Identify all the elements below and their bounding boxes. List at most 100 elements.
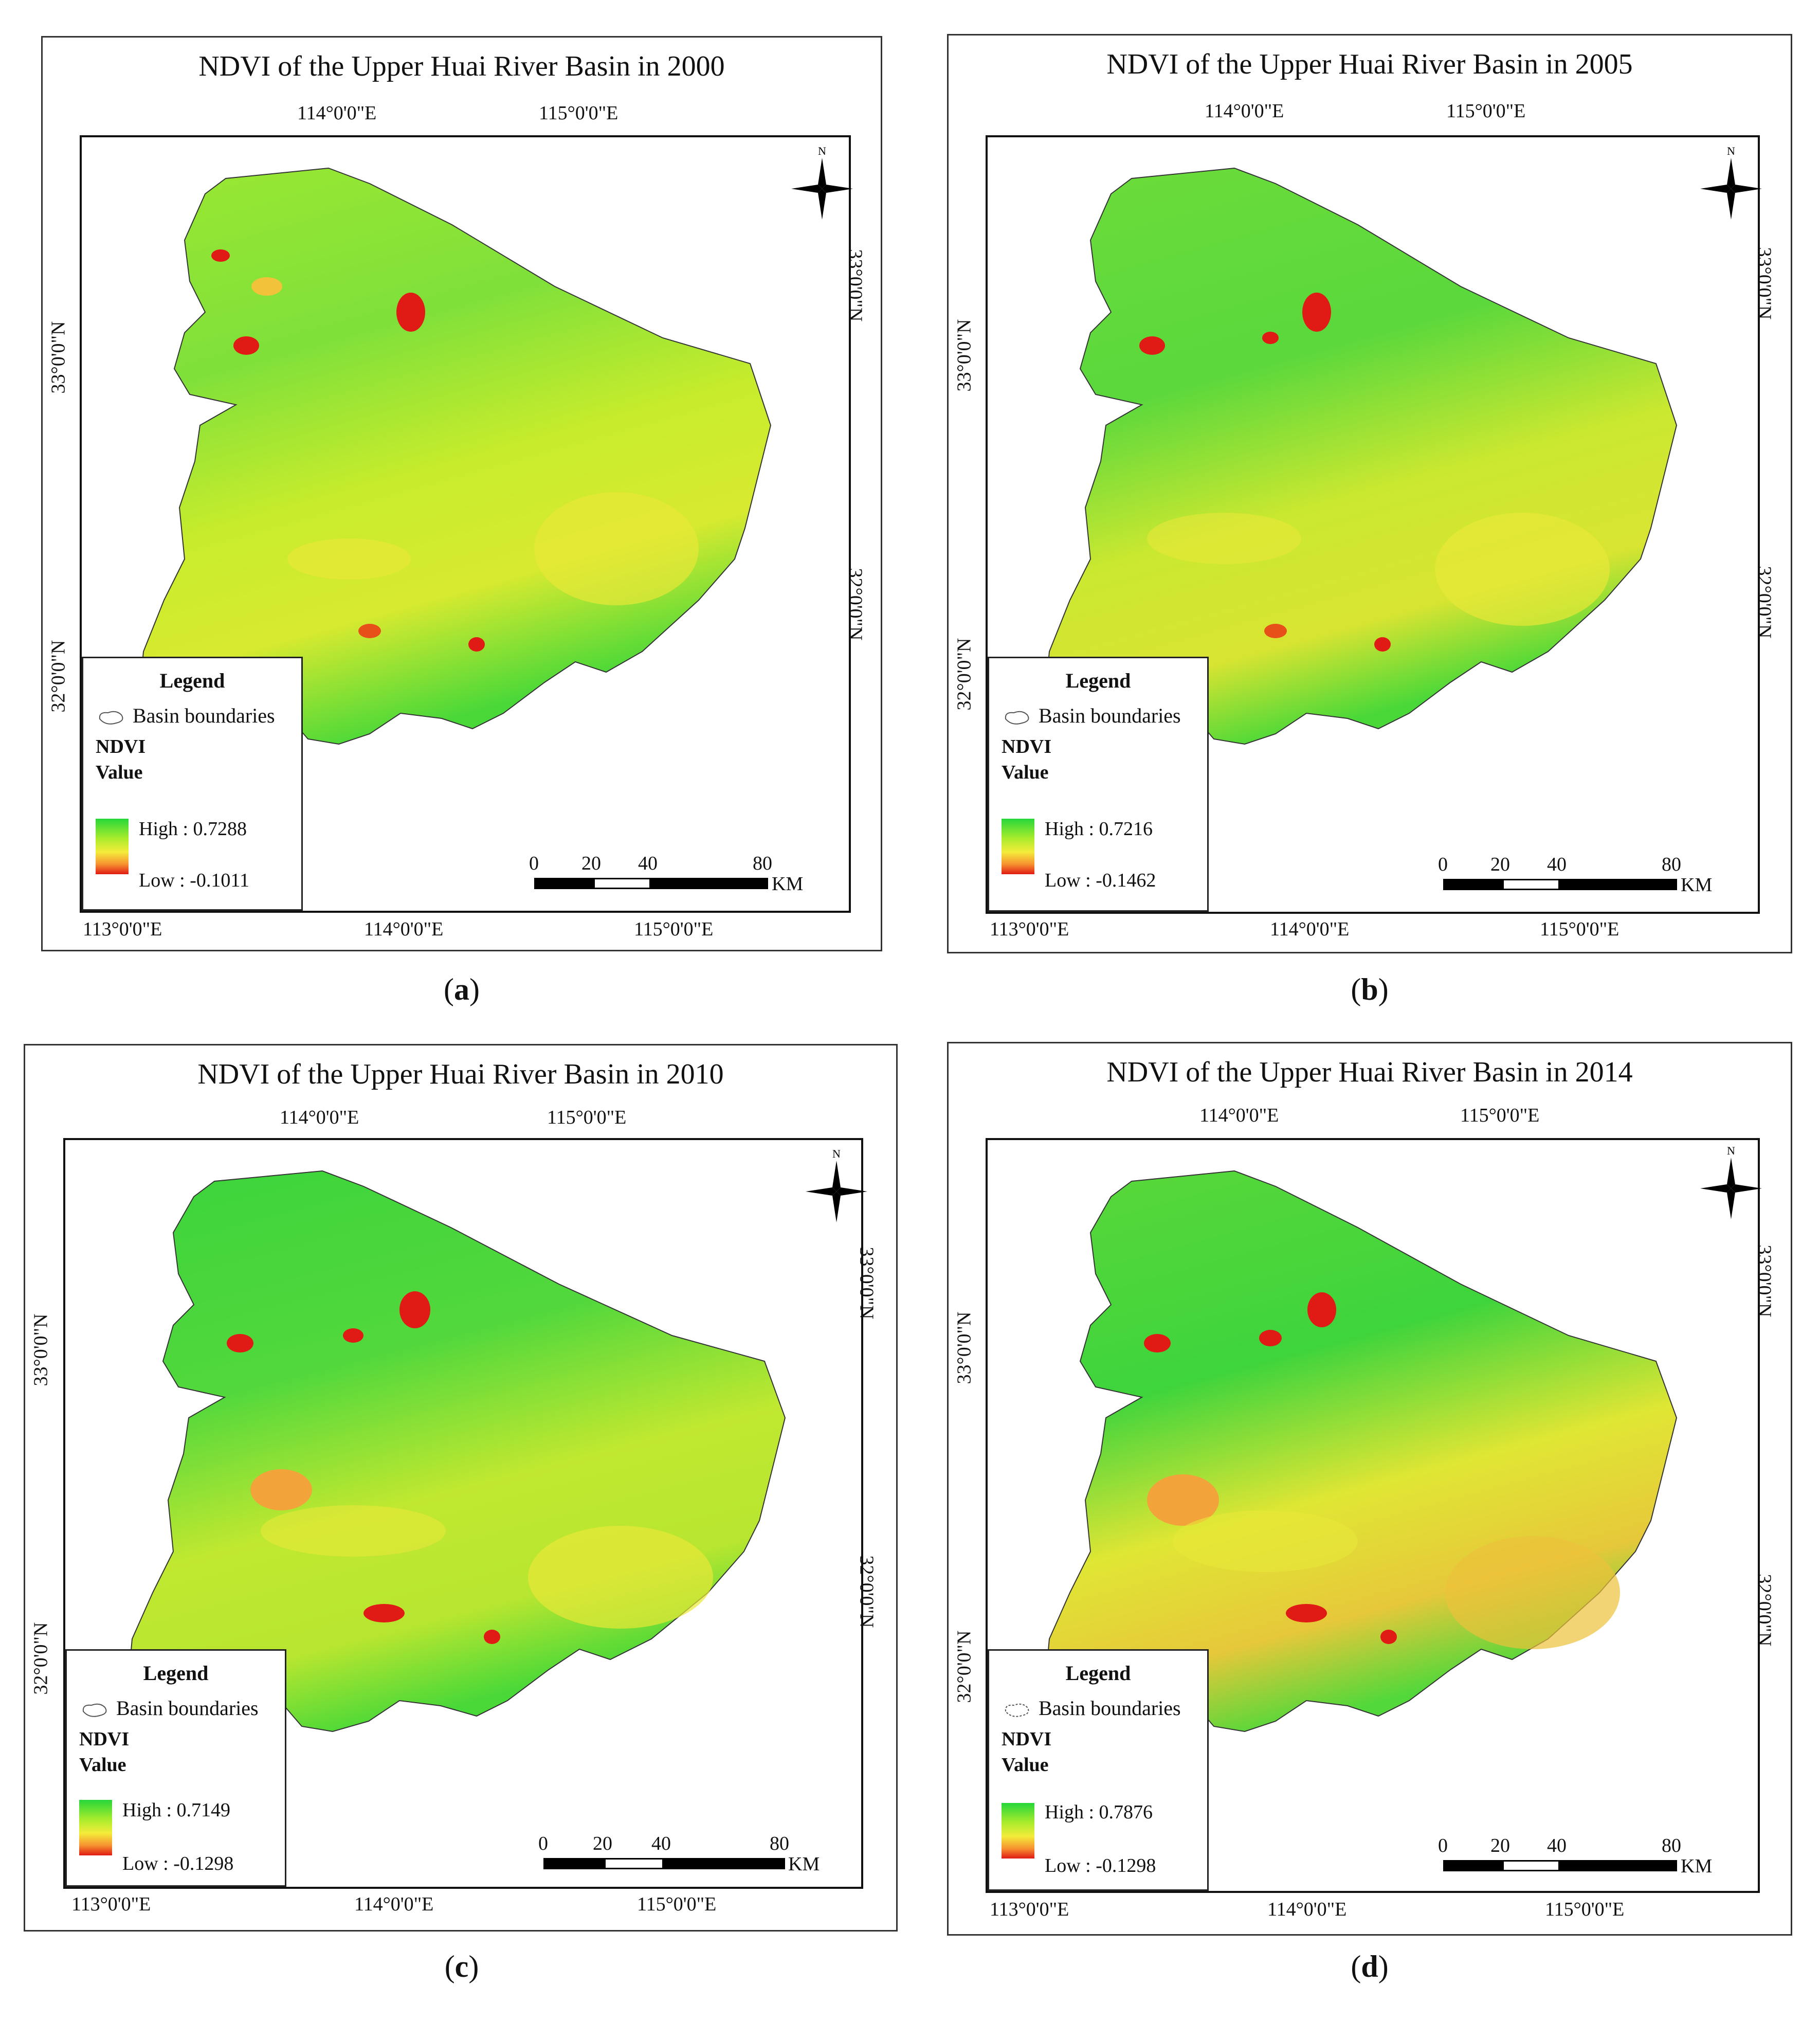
legend-boundary-label: Basin boundaries [116,1697,259,1720]
legend-boundary-item: Basin boundaries [96,703,275,728]
north-arrow-icon: N [791,145,853,220]
panel-caption: (a) [444,972,480,1006]
legend: Legend Basin boundaries NDVI Value High … [988,1649,1209,1891]
legend-ndvi-label: NDVI [96,736,146,757]
map-panel-b: NDVI of the Upper Huai River Basin in 20… [947,34,1792,953]
scale-tick-label: 80 [770,1833,789,1854]
boundary-outline-icon [1005,1703,1029,1717]
legend-high-value: High : 0.7288 [139,818,247,840]
lon-label-bottom: 113°0'0"E [71,1893,151,1915]
north-label: N [1727,145,1735,157]
scale-unit: KM [1681,1855,1713,1877]
scale-segment-black [1560,1860,1677,1871]
north-arrow: N [1700,1142,1762,1222]
north-arrow-icon: N [1700,1144,1762,1219]
map-panel-d: NDVI of the Upper Huai River Basin in 20… [947,1042,1792,1936]
lon-label-top: 115°0'0"E [1446,100,1526,122]
legend: Legend Basin boundaries NDVI Value High … [65,1649,286,1887]
lon-label-top: 115°0'0"E [1460,1105,1540,1126]
ndvi-color-ramp [1002,1803,1034,1858]
scale-tick-label: 40 [1547,1835,1567,1856]
lon-label-top: 115°0'0"E [539,102,618,124]
lat-label-right: 33°0'0"N [1753,247,1775,320]
legend-boundary-item: Basin boundaries [1002,1696,1181,1720]
lat-label-left: 32°0'0"N [953,1630,975,1703]
lon-label-bottom: 113°0'0"E [83,918,162,940]
ndvi-color-ramp [1002,819,1034,874]
legend-value-label: Value [96,762,143,783]
scale-unit: KM [788,1853,820,1875]
north-label: N [818,145,826,157]
scale-tick-label: 40 [651,1833,671,1854]
basin-ndvi-map [137,167,772,755]
scale-tick-label: 40 [1547,854,1567,875]
scale-tick-label: 80 [1662,1835,1681,1856]
boundary-outline-icon [99,711,123,725]
panel-title: NDVI of the Upper Huai River Basin in 20… [1106,48,1633,80]
panel-caption: (c) [444,1950,479,1983]
scale-tick-label: 0 [529,853,539,874]
legend-ndvi-label: NDVI [1002,736,1052,757]
basin-ndvi-map [1043,167,1678,755]
lon-label-bottom: 115°0'0"E [1545,1899,1625,1920]
lon-label-top: 114°0'0"E [1199,1105,1279,1126]
lat-label-left: 33°0'0"N [30,1313,52,1386]
lat-label-right: 32°0'0"N [844,568,866,641]
legend: Legend Basin boundaries NDVI Value High … [82,657,303,911]
north-label: N [832,1147,841,1160]
boundary-outline-icon [82,1703,107,1717]
scale-tick-label: 0 [538,1833,548,1854]
lat-label-right: 32°0'0"N [856,1555,878,1628]
scale-segment-black [543,1858,604,1869]
boundary-outline-icon [1005,711,1029,725]
scale-tick-label: 20 [1490,1835,1510,1856]
legend-boundary-label: Basin boundaries [1039,704,1181,727]
basin-ndvi-map [126,1170,786,1743]
lat-label-left: 33°0'0"N [953,319,975,392]
lon-label-bottom: 113°0'0"E [990,918,1069,940]
legend-title: Legend [1065,1662,1131,1685]
map-panel-c: NDVI of the Upper Huai River Basin in 20… [24,1044,898,1932]
legend-high-value: High : 0.7149 [122,1799,231,1821]
basin-boundary [137,167,772,755]
lat-label-right: 33°0'0"N [856,1247,878,1320]
scale-segment-black [1443,879,1502,890]
legend-low-value: Low : -0.1011 [139,870,249,891]
scale-segment-black [664,1858,785,1869]
legend-title: Legend [159,669,225,692]
scale-segment-white [1502,1860,1560,1871]
scale-tick-label: 80 [753,853,772,874]
scale-segment-black [534,878,593,889]
map-frame: Legend Basin boundaries NDVI Value High … [986,1138,1762,1893]
lon-label-top: 115°0'0"E [547,1107,627,1128]
lon-label-top: 114°0'0"E [1205,100,1284,122]
map-panel-a: NDVI of the Upper Huai River Basin in 20… [41,36,882,951]
scale-bar: 0 20 40 80 KM [1438,1834,1731,1886]
ndvi-color-ramp [96,819,129,874]
lat-label-left: 33°0'0"N [953,1311,975,1384]
legend-ndvi-label: NDVI [79,1728,130,1750]
north-arrow-icon: N [1700,145,1762,220]
scale-bar: 0 20 40 80 KM [1438,853,1731,905]
legend-high-value: High : 0.7216 [1045,818,1153,840]
lat-label-left: 32°0'0"N [30,1622,52,1695]
north-arrow: N [1700,142,1762,222]
legend-value-label: Value [79,1754,126,1776]
legend-boundary-item: Basin boundaries [79,1696,259,1720]
ndvi-color-ramp [79,1800,112,1855]
scale-segment-black [651,878,768,889]
lon-label-bottom: 114°0'0"E [1267,1899,1347,1920]
panel-caption: (b) [1351,972,1389,1006]
scale-unit: KM [1681,874,1713,896]
lat-label-right: 33°0'0"N [1753,1244,1775,1318]
scale-segment-white [593,878,651,889]
legend-high-value: High : 0.7876 [1045,1801,1153,1823]
legend-value-label: Value [1002,1754,1049,1776]
scale-tick-label: 20 [593,1833,612,1854]
north-arrow-icon: N [806,1147,867,1222]
scale-segment-white [1502,879,1560,890]
lat-label-right: 32°0'0"N [1753,566,1775,639]
scale-bar: 0 20 40 80 KM [529,852,822,904]
north-arrow: N [791,142,853,222]
panel-title: NDVI of the Upper Huai River Basin in 20… [1106,1056,1633,1088]
